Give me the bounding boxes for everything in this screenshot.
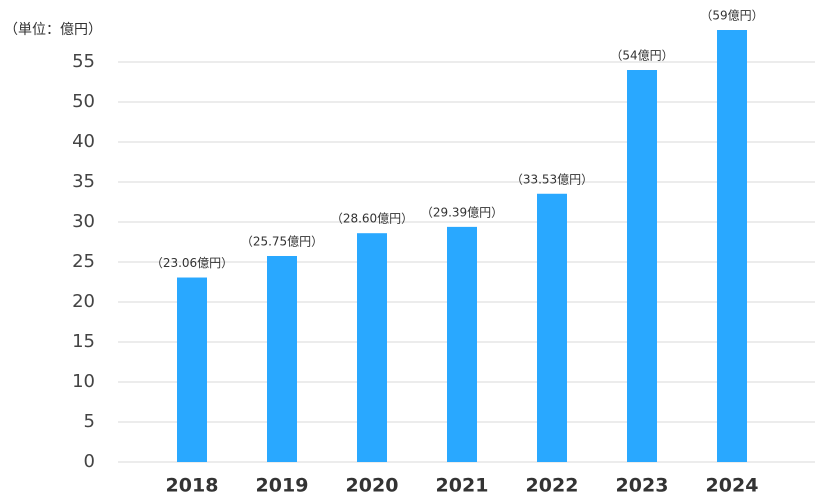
value-label: （25.75億円） [241,235,323,249]
y-tick-label: 10 [72,371,95,392]
y-tick-label: 30 [72,211,95,232]
bar [267,256,297,462]
bar [447,226,477,462]
y-tick-label: 0 [84,451,95,472]
bar [537,193,567,462]
value-label: （23.06億円） [151,256,233,270]
unit-label: （単位：億円） [4,22,102,38]
x-tick-label: 2023 [616,475,669,497]
y-tick-label: 50 [72,91,95,112]
x-tick-label: 2022 [526,475,579,497]
value-label: （29.39億円） [421,205,503,219]
x-tick-label: 2021 [436,475,489,497]
value-label: （33.53億円） [511,172,593,186]
bar [177,277,207,462]
y-tick-label: 40 [72,131,95,152]
x-tick-label: 2018 [166,475,219,497]
x-tick-label: 2020 [346,475,399,497]
bar [627,70,657,462]
value-label: （28.60億円） [331,212,413,226]
bar [717,30,747,462]
x-tick-label: 2019 [256,475,309,497]
y-tick-label: 35 [72,171,95,192]
y-tick-label: 15 [72,331,95,352]
y-tick-label: 5 [84,411,95,432]
x-tick-label: 2024 [706,475,759,497]
y-tick-label: 20 [72,291,95,312]
bar [357,233,387,462]
y-tick-label: 55 [72,51,95,72]
value-label: （54億円） [610,49,673,63]
value-label: （59億円） [700,9,763,23]
y-tick-label: 25 [72,251,95,272]
